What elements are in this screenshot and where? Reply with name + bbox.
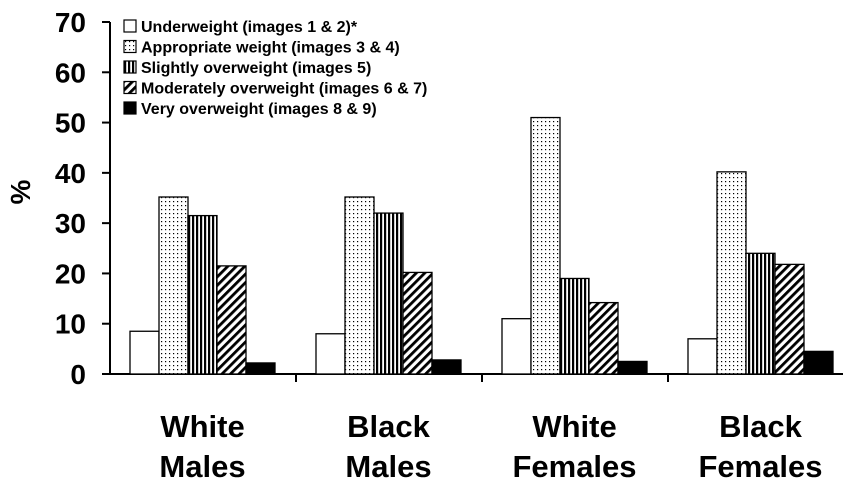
y-tick-label: 40 — [55, 158, 86, 189]
bar — [717, 172, 746, 374]
legend-swatch — [124, 61, 136, 73]
bar — [746, 253, 775, 374]
legend-swatch — [124, 102, 136, 114]
category-label: Females — [512, 449, 636, 480]
bar — [432, 360, 461, 374]
category-label: Females — [698, 449, 822, 480]
y-tick-label: 0 — [70, 359, 86, 390]
legend-swatch — [124, 41, 136, 53]
legend: Underweight (images 1 & 2)* Appropriate w… — [124, 19, 427, 118]
legend-label: Moderately overweight (images 6 & 7) — [141, 81, 427, 98]
bar — [345, 197, 374, 374]
y-tick-label: 20 — [55, 258, 86, 289]
category-label: Males — [159, 449, 245, 480]
category-labels: White Males Black Males White Females Black Fem… — [159, 409, 822, 480]
y-tick-label: 30 — [55, 208, 86, 239]
legend-swatch — [124, 82, 136, 94]
legend-label: Appropriate weight (images 3 & 4) — [141, 40, 400, 57]
category-label: Males — [345, 449, 431, 480]
legend-label: Slightly overweight (images 5) — [141, 60, 371, 77]
y-tick-label: 60 — [55, 57, 86, 88]
category-label: White — [160, 409, 244, 444]
bar — [374, 213, 403, 374]
bars — [130, 118, 833, 374]
bar — [531, 118, 560, 374]
bar — [688, 339, 717, 374]
legend-swatch — [124, 20, 136, 32]
bar — [502, 319, 531, 374]
bar — [560, 278, 589, 374]
bar — [246, 363, 275, 374]
bar — [775, 264, 804, 374]
category-label: Black — [347, 409, 430, 444]
bar — [188, 216, 217, 374]
y-tick-label: 50 — [55, 108, 86, 139]
bar — [618, 361, 647, 374]
bar — [403, 272, 432, 374]
category-label: Black — [719, 409, 802, 444]
y-tick-label: 70 — [55, 7, 86, 38]
bar — [316, 334, 345, 374]
bar — [589, 303, 618, 374]
y-axis-label: % — [5, 179, 36, 204]
bar — [130, 331, 159, 374]
y-tick-label: 10 — [55, 309, 86, 340]
bar — [804, 351, 833, 374]
legend-label: Very overweight (images 8 & 9) — [141, 101, 377, 118]
bar — [217, 266, 246, 374]
bar — [159, 197, 188, 374]
category-label: White — [532, 409, 616, 444]
legend-label: Underweight (images 1 & 2)* — [141, 19, 358, 36]
